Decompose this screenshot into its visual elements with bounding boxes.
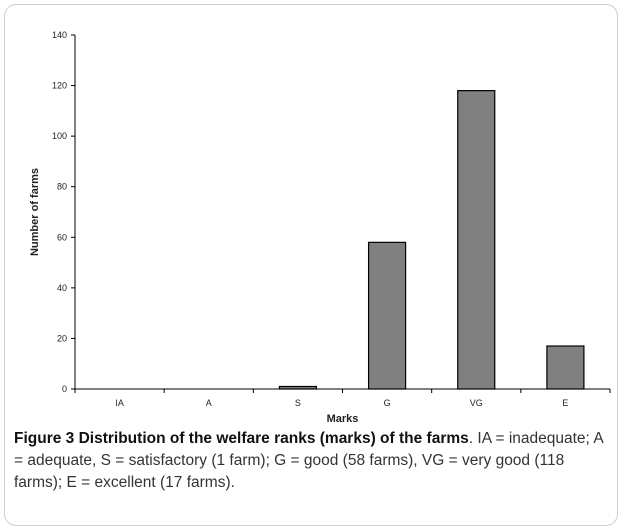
y-tick-label: 60 xyxy=(57,232,67,242)
x-tick-label: G xyxy=(384,398,391,408)
caption-title-period: . xyxy=(468,430,474,447)
x-tick-label: IA xyxy=(115,398,124,408)
figure-frame xyxy=(4,4,618,526)
x-tick-label: VG xyxy=(470,398,483,408)
y-axis-title: Number of farms xyxy=(29,168,41,256)
x-axis: IA A S G VG E xyxy=(74,388,611,408)
y-tick-label: 100 xyxy=(52,131,67,141)
x-tick-label: A xyxy=(206,398,212,408)
y-tick-label: 140 xyxy=(52,30,67,40)
bar xyxy=(367,241,407,390)
y-tick-label: 120 xyxy=(52,81,67,91)
y-tick-label: 20 xyxy=(57,333,67,343)
x-tick-label: S xyxy=(295,398,301,408)
bars xyxy=(278,90,585,390)
caption-title: Figure 3 Distribution of the welfare ran… xyxy=(14,430,469,447)
y-tick-label: 40 xyxy=(57,283,67,293)
bar xyxy=(457,90,496,390)
caption-text: IA = inadequate; A = adequate, S = satis… xyxy=(14,430,603,491)
x-axis-title: Marks xyxy=(327,413,359,425)
x-tick-label: E xyxy=(562,398,568,408)
bar xyxy=(546,345,585,390)
figure-caption: Figure 3 Distribution of the welfare ran… xyxy=(14,428,614,494)
bar xyxy=(278,385,318,390)
y-tick-label: 0 xyxy=(62,384,67,394)
y-tick-label: 80 xyxy=(57,182,67,192)
y-axis: 0 20 40 60 80 100 120 140 xyxy=(52,30,76,394)
bar-chart: 0 20 40 60 80 100 120 140 IA A S G VG E Marks Number… xyxy=(29,30,611,425)
